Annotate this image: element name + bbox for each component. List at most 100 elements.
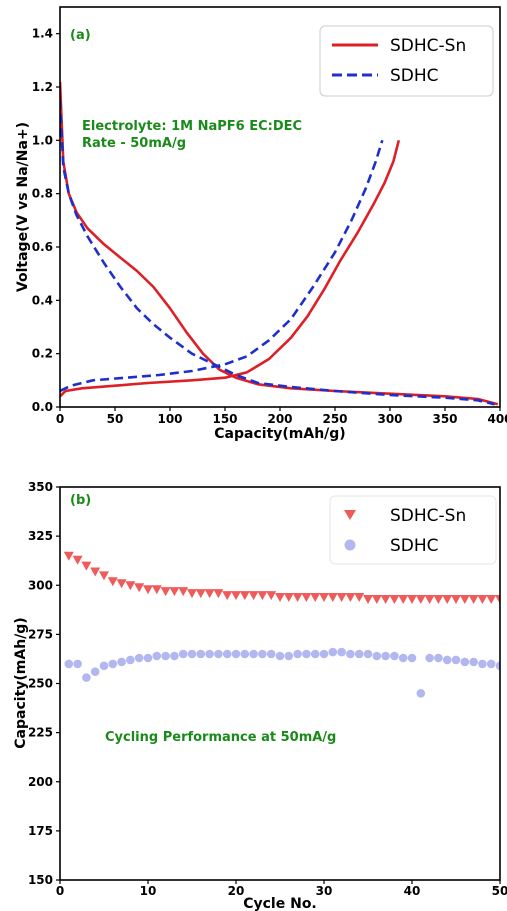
b-point-sdhc [214,649,223,659]
b-point-sdhc [117,657,126,667]
b-point-sdhc-sn [283,593,294,602]
b-point-sdhc-sn [195,589,206,599]
b-point-sdhc-sn [477,595,488,604]
a-annotation-rate: Rate - 50mA/g [82,136,186,151]
a-y-axis-title: Voltage(V vs Na/Na+) [15,122,31,292]
b-point-sdhc [416,689,426,698]
a-y-tick-label: 0.6 [32,240,53,254]
chart-panel-b: 0 10 20 30 40 50 150 175 200 225 250 275 300 325 350 (… [13,480,507,911]
b-point-sdhc [442,655,452,665]
b-point-sdhc-sn [468,595,479,604]
b-y-tick-label: 225 [28,726,53,740]
b-point-sdhc-sn [143,585,153,595]
a-x-tick-label: 350 [432,412,457,426]
b-point-sdhc [126,655,135,665]
a-y-tick-label: 0.2 [32,347,53,361]
b-point-sdhc [143,653,153,663]
b-point-sdhc [495,661,500,671]
b-point-sdhc-sn [310,593,321,602]
b-point-sdhc-sn [257,591,268,601]
b-point-sdhc-sn [81,561,92,571]
b-x-tick-label: 50 [492,884,507,898]
b-axis-ticks: 0 10 20 30 40 50 150 175 200 225 250 275 300 325 350 [28,480,507,898]
b-x-tick-label: 30 [316,884,333,898]
a-x-tick-label: 0 [56,412,64,426]
b-point-sdhc-sn [371,595,382,604]
b-point-sdhc [258,649,267,659]
b-point-sdhc [407,653,417,663]
b-legend-marker-sdhc-sn [344,510,356,520]
b-y-tick-label: 250 [28,677,53,691]
a-y-tick-label: 1.0 [32,133,53,147]
a-line-sdhc-charge [60,139,384,393]
b-point-sdhc [240,649,250,659]
b-point-sdhc-sn [213,589,224,599]
b-point-sdhc-sn [116,579,127,589]
b-point-sdhc [398,653,408,663]
b-point-sdhc-sn [90,567,101,577]
b-legend-label-sdhc: SDHC [390,536,439,556]
a-x-axis-title: Capacity(mAh/g) [214,426,345,442]
b-point-sdhc [99,661,109,671]
a-y-tick-label: 1.4 [32,27,53,41]
chart-panel-a: 0 50 100 150 200 250 300 350 400 0.0 0.2 0.4 0.6 0.8 1… [15,6,507,442]
a-x-tick-label: 100 [157,412,182,426]
a-line-sdhc-sn-charge [60,139,401,398]
b-point-sdhc [266,649,276,659]
b-point-sdhc [337,647,346,657]
b-point-sdhc-sn [204,589,215,599]
b-point-sdhc-sn [266,591,277,601]
b-y-tick-label: 350 [28,480,53,494]
b-point-sdhc [249,649,258,659]
b-point-sdhc [486,659,496,669]
a-x-tick-label: 250 [322,412,347,426]
b-point-sdhc-sn [486,595,497,604]
b-point-sdhc-sn [169,587,180,597]
a-y-tick-label: 0.8 [32,187,53,201]
a-x-tick-label: 400 [487,412,507,426]
b-point-sdhc [460,657,470,667]
b-point-sdhc-sn [151,585,162,595]
a-legend: SDHC-Sn SDHC [319,25,494,97]
b-point-sdhc [434,653,443,663]
b-point-sdhc [90,667,100,676]
b-point-sdhc-sn [239,591,250,601]
b-y-tick-label: 200 [28,775,53,789]
b-point-sdhc [363,649,373,659]
b-point-sdhc-sn [99,571,109,581]
b-point-sdhc [196,649,206,659]
b-point-sdhc-sn [415,595,426,604]
b-point-sdhc-sn [389,595,400,604]
b-x-tick-label: 40 [404,884,421,898]
a-line-sdhc-sn-discharge [60,81,499,406]
a-annotation-electrolyte: Electrolyte: 1M NaPF6 EC:DEC [82,119,302,134]
a-y-tick-label: 0.0 [32,400,53,414]
b-point-sdhc-sn [248,591,259,601]
a-axis-ticks: 0 50 100 150 200 250 300 350 400 0.0 0.2 0.4 0.6 0.8 1… [32,27,507,426]
b-x-tick-label: 20 [228,884,245,898]
b-point-sdhc-sn [424,595,435,604]
b-legend: SDHC-Sn SDHC [329,495,497,565]
b-plot-frame [59,486,501,881]
b-point-sdhc-sn [160,587,171,597]
a-series-lines [60,81,499,406]
b-point-sdhc [64,659,74,669]
a-x-tick-label: 300 [377,412,402,426]
b-point-sdhc-sn [459,595,470,604]
b-point-sdhc-sn [495,595,500,604]
b-point-sdhc-sn [442,595,453,604]
b-point-sdhc-sn [107,577,118,587]
b-y-tick-label: 300 [28,578,53,592]
a-x-tick-label: 200 [267,412,292,426]
b-point-sdhc [425,653,434,663]
b-point-sdhc [134,653,144,663]
b-point-sdhc-sn [380,595,391,604]
b-point-sdhc-sn [187,589,197,599]
b-x-axis-title: Cycle No. [243,896,317,911]
b-point-sdhc [319,649,329,659]
b-point-sdhc [293,649,302,659]
b-point-sdhc-sn [178,587,189,597]
a-line-sdhc-discharge [60,100,495,406]
a-legend-label-sdhc: SDHC [390,66,439,86]
